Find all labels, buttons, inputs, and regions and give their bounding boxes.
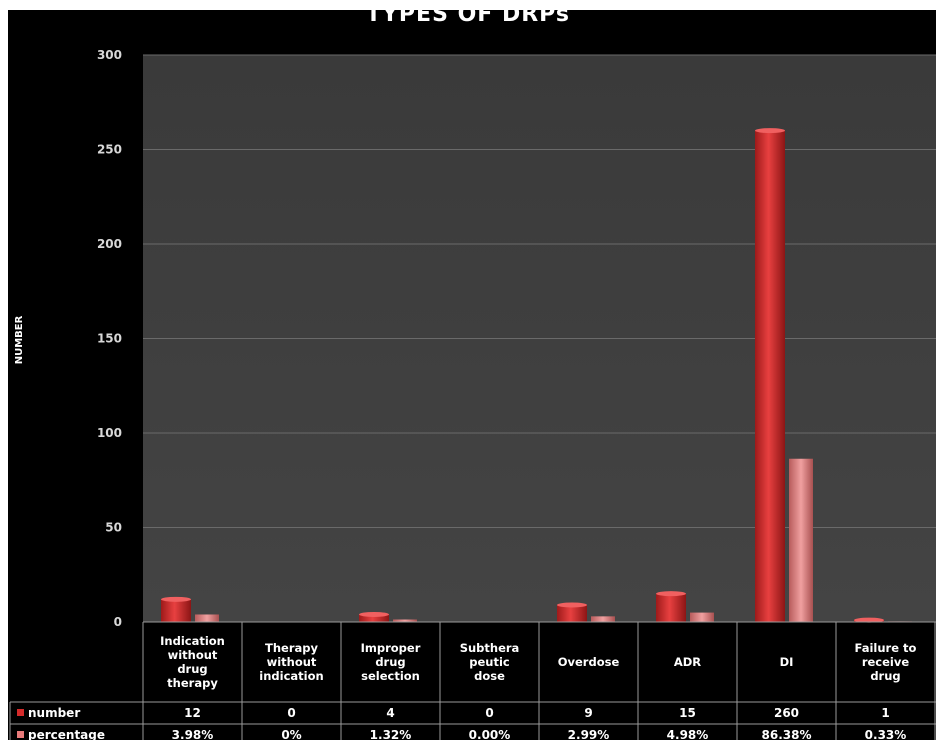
x-category-label: indication	[259, 669, 323, 683]
y-tick-label: 200	[97, 237, 122, 251]
legend-key	[17, 709, 24, 716]
x-category-label: receive	[862, 655, 910, 669]
data-label: 4.98%	[667, 728, 709, 740]
x-category-label: drug	[177, 662, 207, 676]
x-category-label: drug	[375, 655, 405, 669]
x-category-label: Failure to	[855, 641, 917, 655]
data-label: 1.32%	[370, 728, 412, 740]
legend-label: percentage	[28, 728, 105, 740]
data-label: 86.38%	[762, 728, 812, 740]
chart-title: TYPES OF DRPs	[0, 2, 936, 27]
data-label: 0%	[281, 728, 301, 740]
bar-number-top	[557, 602, 587, 607]
bar-percentage	[195, 614, 219, 622]
legend-label: number	[28, 706, 80, 720]
data-label: 3.98%	[172, 728, 214, 740]
data-label: 0	[287, 706, 295, 720]
x-category-label: peutic	[469, 655, 510, 669]
bar-number	[161, 599, 191, 622]
y-tick-label: 0	[114, 615, 122, 629]
bar-percentage	[690, 613, 714, 622]
bar-number	[557, 605, 587, 622]
x-category-label: dose	[474, 669, 505, 683]
x-category-label: Indication	[160, 634, 225, 648]
y-axis-label: NUMBER	[14, 315, 25, 364]
x-category-label: selection	[361, 669, 420, 683]
data-label: 2.99%	[568, 728, 610, 740]
bar-percentage	[591, 616, 615, 622]
x-category-label: drug	[870, 669, 900, 683]
x-category-label: Subthera	[460, 641, 520, 655]
x-category-label: Therapy	[265, 641, 318, 655]
x-category-label: ADR	[674, 655, 701, 669]
x-category-label: therapy	[167, 676, 218, 690]
bar-number-top	[359, 612, 389, 617]
bar-number	[755, 131, 785, 622]
y-tick-label: 100	[97, 426, 122, 440]
data-label: 0.00%	[469, 728, 511, 740]
data-label: 12	[184, 706, 201, 720]
x-category-label: without	[168, 648, 218, 662]
x-category-label: DI	[780, 655, 794, 669]
bar-number-top	[656, 591, 686, 596]
data-label: 0.33%	[865, 728, 907, 740]
data-label: 9	[584, 706, 592, 720]
data-label: 0	[485, 706, 493, 720]
data-label: 1	[881, 706, 889, 720]
y-tick-label: 150	[97, 332, 122, 346]
data-label: 4	[386, 706, 394, 720]
bar-percentage	[789, 459, 813, 622]
x-category-label: Improper	[361, 641, 421, 655]
bar-number-top	[755, 128, 785, 133]
y-tick-label: 50	[105, 521, 122, 535]
data-label: 15	[679, 706, 696, 720]
x-category-label: Overdose	[558, 655, 620, 669]
y-tick-label: 300	[97, 48, 122, 62]
data-label: 260	[774, 706, 799, 720]
y-tick-label: 250	[97, 143, 122, 157]
bar-number-top	[161, 597, 191, 602]
legend-key	[17, 731, 24, 738]
x-category-label: without	[267, 655, 317, 669]
bar-number	[656, 594, 686, 622]
